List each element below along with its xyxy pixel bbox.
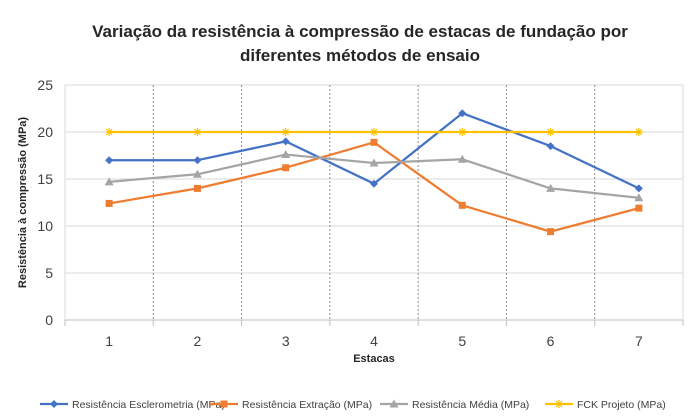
series-3 <box>104 150 644 202</box>
x-tick-label: 6 <box>547 333 555 349</box>
legend: Resistência Esclerometria (MPa) Resistênc… <box>40 399 666 411</box>
data-point <box>458 109 467 118</box>
x-tick-label: 2 <box>194 333 202 349</box>
data-point <box>282 164 290 172</box>
data-point <box>457 154 467 163</box>
x-tick-label: 5 <box>458 333 466 349</box>
series-line <box>109 112 640 190</box>
legend-label: Resistência Média (MPa) <box>412 399 529 411</box>
x-axis-label: Estacas <box>353 353 395 365</box>
series-layer <box>104 109 644 236</box>
x-tick-label: 4 <box>370 333 378 349</box>
legend-item: Resistência Extração (MPa) <box>210 399 372 411</box>
y-tick-label: 25 <box>37 77 53 93</box>
data-point <box>281 128 290 136</box>
data-point <box>546 183 556 192</box>
y-axis-label: Resistência à compressão (MPa) <box>17 117 29 289</box>
axes: 0 5 10 15 20 25 1 2 3 4 5 6 7 <box>37 77 684 349</box>
data-point <box>370 128 378 136</box>
legend-item: Resistência Média (MPa) <box>380 399 529 411</box>
legend-item: Resistência Esclerometria (MPa) <box>40 399 225 411</box>
x-tick-label: 1 <box>105 333 113 349</box>
legend-item: FCK Projeto (MPa) <box>545 399 666 411</box>
data-point <box>104 177 114 186</box>
data-point <box>192 169 202 178</box>
data-point <box>105 199 113 207</box>
data-point <box>458 128 467 136</box>
data-point <box>369 158 379 167</box>
data-point <box>634 193 644 202</box>
chart-title-line-1: Variação da resistência à compressão de … <box>92 22 628 41</box>
data-point <box>547 228 555 236</box>
data-point <box>281 137 290 146</box>
data-point <box>634 184 643 193</box>
chart-title: Variação da resistência à compressão de … <box>40 20 680 68</box>
data-point <box>634 128 643 136</box>
legend-label: FCK Projeto (MPa) <box>577 399 666 411</box>
chart-title-line-2: diferentes métodos de ensaio <box>240 46 480 65</box>
y-tick-label: 15 <box>37 171 53 187</box>
y-tick-label: 0 <box>45 312 53 328</box>
data-point <box>281 150 291 159</box>
legend-marker <box>220 400 228 408</box>
gridlines <box>64 84 684 320</box>
data-point <box>546 128 555 136</box>
legend-label: Resistência Esclerometria (MPa) <box>72 399 225 411</box>
data-point <box>635 204 643 212</box>
data-point <box>370 179 378 188</box>
series-4 <box>105 128 643 136</box>
series-2 <box>105 138 643 236</box>
legend-label: Resistência Extração (MPa) <box>242 399 372 411</box>
data-point <box>458 201 466 209</box>
data-point <box>546 142 555 151</box>
legend-marker <box>555 400 563 408</box>
legend-marker <box>389 399 399 408</box>
y-tick-label: 5 <box>45 265 53 281</box>
data-point <box>193 128 202 136</box>
series-1 <box>105 109 643 193</box>
data-point <box>193 156 202 165</box>
y-tick-label: 10 <box>37 218 53 234</box>
y-tick-label: 20 <box>37 124 53 140</box>
data-point <box>193 184 201 192</box>
data-point <box>105 128 114 136</box>
x-tick-label: 7 <box>635 333 643 349</box>
data-point <box>105 156 114 165</box>
legend-marker <box>50 400 58 408</box>
x-tick-label: 3 <box>282 333 290 349</box>
data-point <box>370 138 378 146</box>
